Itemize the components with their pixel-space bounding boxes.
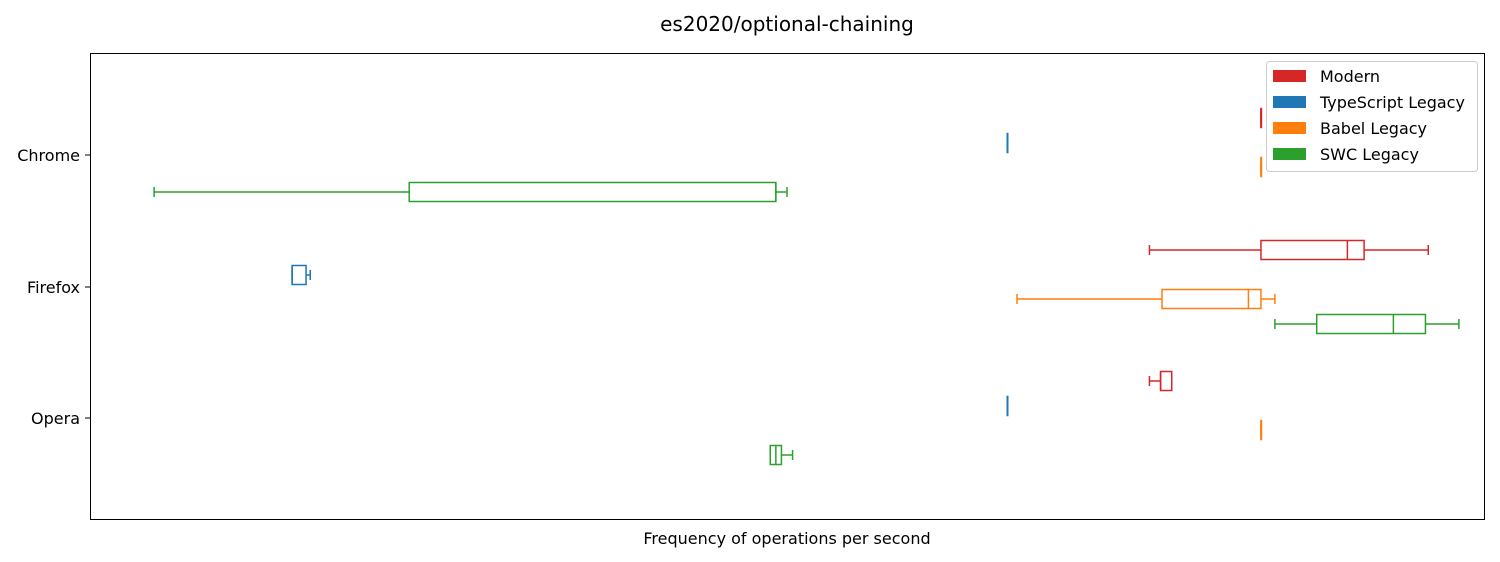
box-modern-chrome (1260, 107, 1263, 129)
y-axis: Chrome Firefox Opera (17, 146, 90, 428)
box-babel-legacy-firefox (1016, 288, 1276, 310)
box-typescript-legacy-firefox (291, 264, 312, 286)
box-babel-legacy-chrome (1260, 156, 1263, 178)
legend-label-babel-legacy: Babel Legacy (1320, 119, 1427, 138)
legend-label-typescript-legacy: TypeScript Legacy (1319, 93, 1465, 112)
box-body (1315, 313, 1427, 335)
box-plots (153, 107, 1460, 466)
legend-swatch-typescript-legacy (1273, 96, 1306, 108)
legend-swatch-babel-legacy (1273, 122, 1306, 134)
box-body (1260, 239, 1365, 261)
x-axis-label: Frequency of operations per second (643, 529, 930, 548)
box-typescript-legacy-chrome (1006, 132, 1009, 154)
box-swc-legacy-firefox (1274, 313, 1460, 335)
box-body (1161, 288, 1262, 310)
box-swc-legacy-chrome (153, 181, 788, 203)
y-tick-label-chrome: Chrome (17, 146, 80, 165)
box-babel-legacy-opera (1260, 419, 1263, 441)
y-tick-label-opera: Opera (31, 409, 80, 428)
legend-frame (1266, 61, 1478, 172)
legend-label-swc-legacy: SWC Legacy (1320, 145, 1419, 164)
box-modern-opera (1148, 370, 1173, 392)
legend-swatch-modern (1273, 70, 1306, 82)
box-body (1159, 370, 1173, 392)
box-body (408, 181, 777, 203)
y-tick-label-firefox: Firefox (27, 278, 80, 297)
box-typescript-legacy-opera (1006, 395, 1009, 417)
legend-swatch-swc-legacy (1273, 148, 1306, 160)
plot-area (90, 53, 1485, 520)
legend-label-modern: Modern (1320, 67, 1380, 86)
legend: Modern TypeScript Legacy Babel Legacy SWC L… (1266, 61, 1478, 172)
box-modern-firefox (1148, 239, 1429, 261)
chart-title: es2020/optional-chaining (660, 12, 914, 36)
box-swc-legacy-opera (769, 444, 794, 466)
box-body (291, 264, 307, 286)
